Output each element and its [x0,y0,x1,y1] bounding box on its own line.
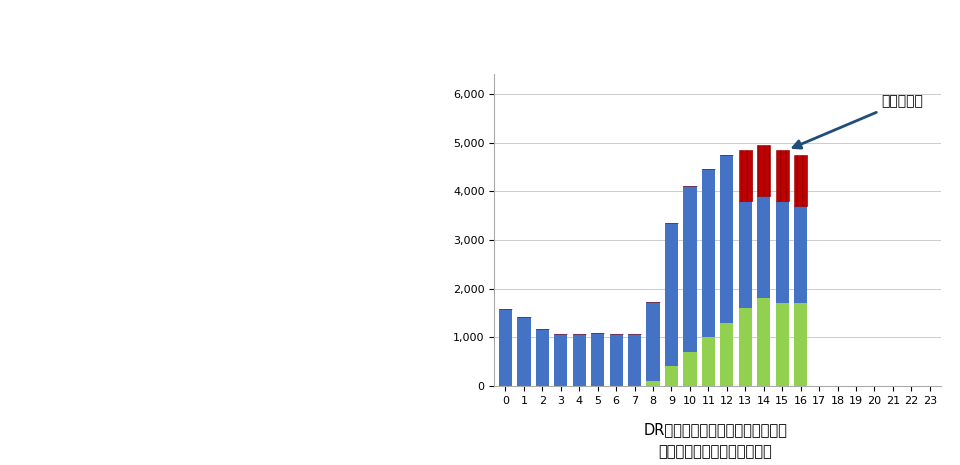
Text: ことにより電力使用量を削減: ことにより電力使用量を削減 [659,445,772,459]
Bar [720,155,733,323]
Bar [776,303,789,386]
Bar [665,366,678,386]
Bar [757,299,770,386]
Bar [591,333,605,386]
Bar [738,201,752,308]
Bar [776,150,789,201]
Bar [684,352,697,386]
Bar [628,334,641,386]
Bar [536,328,549,386]
Bar [794,155,807,206]
Text: 蓄電池放電: 蓄電池放電 [793,94,923,148]
Bar [738,308,752,386]
Bar [610,334,623,386]
Bar [720,323,733,386]
Bar [517,317,531,386]
Text: DR発動時、蓄電池を放電制御する: DR発動時、蓄電池を放電制御する [643,423,787,438]
Bar [646,381,660,386]
Bar [554,334,567,386]
Bar [738,150,752,201]
Bar [499,309,512,386]
Bar [572,334,586,386]
Bar [646,302,660,381]
Bar [702,337,715,386]
Bar [665,223,678,366]
Bar [776,201,789,303]
Bar [794,303,807,386]
Bar [757,145,770,196]
Bar [757,196,770,299]
Bar [684,186,697,352]
Bar [702,169,715,337]
Bar [794,206,807,303]
